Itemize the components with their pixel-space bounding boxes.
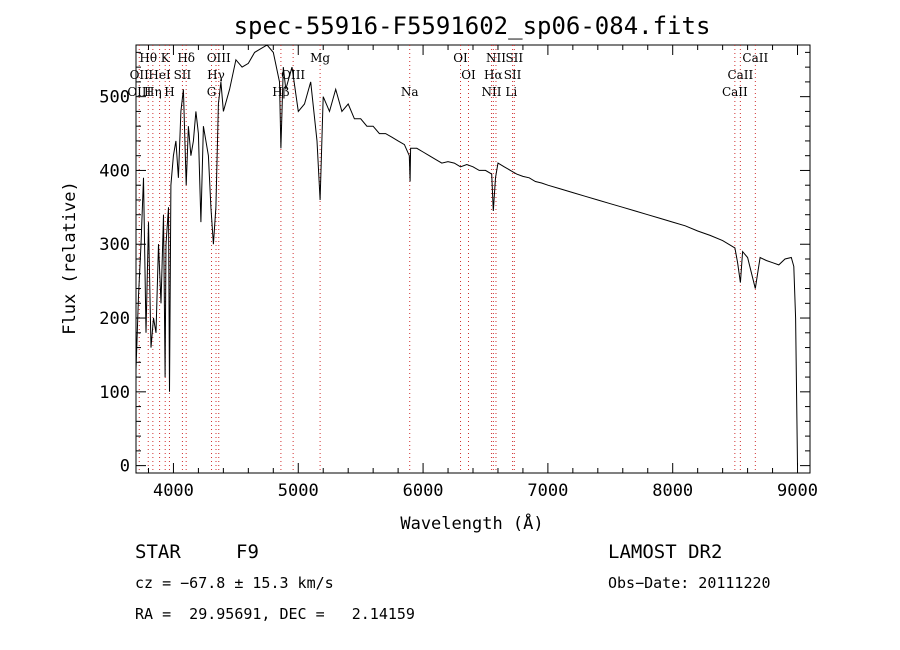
- spectral-line-label: OII: [130, 68, 150, 82]
- survey-name: LAMOST DR2: [608, 541, 723, 563]
- y-tick-label: 0: [120, 457, 130, 477]
- spectral-line-label: Hθ: [139, 51, 157, 65]
- plot-area: 4000 5000 6000 7000 8000 9000 0 100 200 300 400 500…: [99, 44, 818, 501]
- y-tick-label: 400: [99, 161, 130, 181]
- x-axis-label: Wavelength (Å): [400, 512, 543, 534]
- y-tick-label: 300: [99, 235, 130, 255]
- spectral-line-label: H: [164, 85, 174, 99]
- y-tick-label: 100: [99, 383, 130, 403]
- spectral-line-label: Mg: [310, 51, 330, 65]
- x-tick-label: 4000: [153, 481, 194, 501]
- spectral-line-label: CaII: [722, 85, 748, 99]
- spectral-line-label: SII: [504, 68, 522, 82]
- coordinates: RA = 29.95691, DEC = 2.14159: [135, 605, 415, 623]
- x-tick-label: 9000: [777, 481, 818, 501]
- spectral-line-label: OIII: [281, 68, 305, 82]
- spectral-line-label: OIII: [207, 51, 231, 65]
- spectral-line-label: Hγ: [207, 68, 225, 82]
- spectral-line-label: Na: [401, 85, 419, 99]
- spectral-line-label: OI: [453, 51, 468, 65]
- x-tick-label: 6000: [403, 481, 444, 501]
- y-axis-label: Flux (relative): [60, 181, 80, 335]
- spectral-line-label: Li: [505, 85, 517, 99]
- object-subclass: F9: [236, 541, 259, 563]
- spectral-line-label: OI: [461, 68, 476, 82]
- spectral-line-label: NII: [486, 51, 506, 65]
- spectral-line-label: SII: [505, 51, 523, 65]
- spectral-line-label: Hη: [144, 85, 162, 99]
- object-class: STAR: [135, 541, 181, 563]
- x-tick-label: 8000: [652, 481, 693, 501]
- spectral-line-label: CaII: [727, 68, 753, 82]
- spectral-line-label: OIII: [127, 85, 151, 99]
- spectral-line-label: NII: [481, 85, 501, 99]
- spectral-line-label: Hα: [484, 68, 503, 82]
- spectral-line-label: Hβ: [272, 85, 289, 99]
- redshift-info: cz = −67.8 ± 15.3 km/s: [135, 574, 334, 592]
- y-tick-label: 500: [99, 88, 130, 108]
- y-tick-label: 200: [99, 309, 130, 329]
- spectral-line-label: G: [207, 85, 217, 99]
- chart-title: spec-55916-F5591602_sp06-084.fits: [234, 12, 711, 40]
- spectral-line-label: K: [161, 51, 171, 65]
- spectral-line-label: Hδ: [177, 51, 195, 65]
- spectral-line-label: HeI: [148, 68, 171, 82]
- spectrum-line: [135, 44, 798, 466]
- plot-frame: [135, 44, 811, 474]
- obs-date: Obs−Date: 20111220: [608, 574, 771, 592]
- x-tick-label: 7000: [527, 481, 568, 501]
- spectral-line-label: SII: [174, 68, 192, 82]
- spectral-line-label: CaII: [742, 51, 768, 65]
- x-tick-label: 5000: [278, 481, 319, 501]
